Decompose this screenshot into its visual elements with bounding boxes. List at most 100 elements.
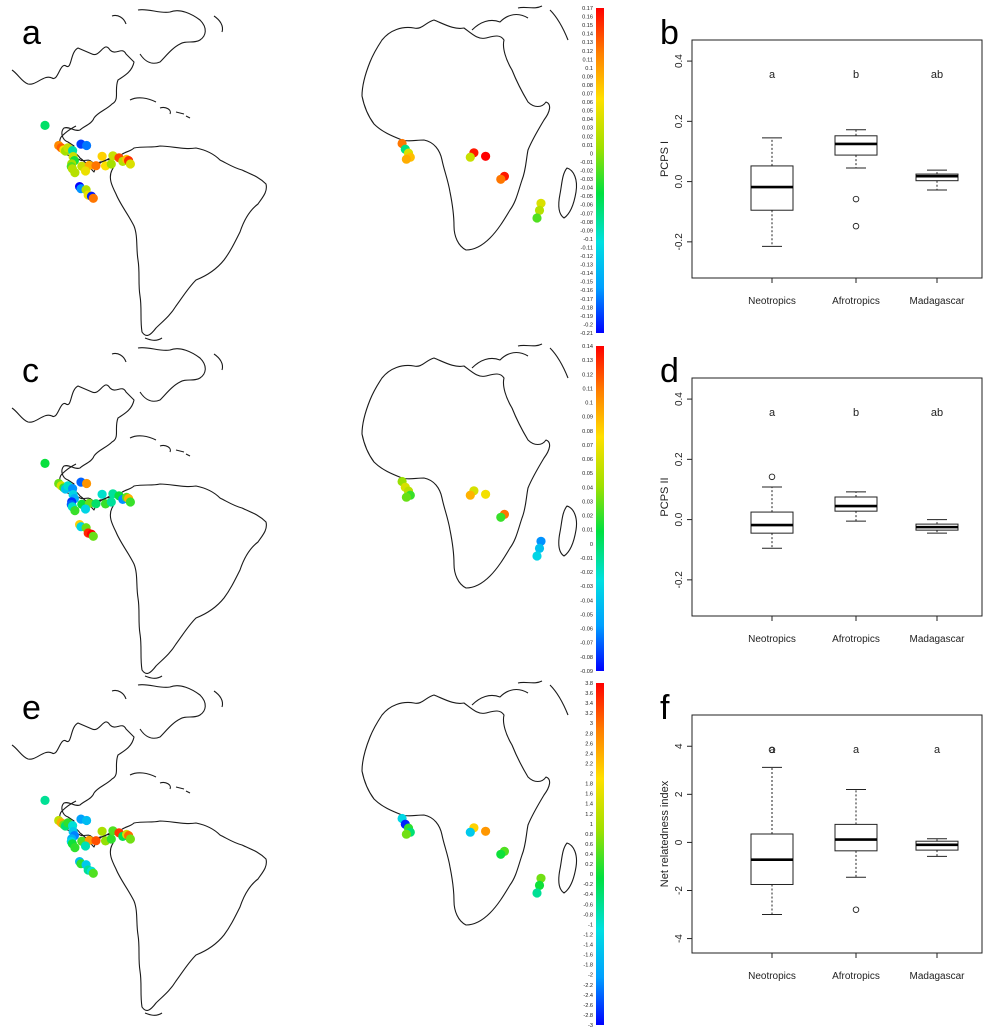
colorbar-tick-label: 0.06 [582,100,593,106]
outlier-point [852,222,860,230]
iqr-box [834,135,878,156]
site-points [40,458,546,561]
iqr-box [750,511,794,534]
plot-frame [691,714,983,954]
colorbar-tick-label: -3 [588,1023,593,1029]
box-madagascar [915,519,959,534]
colorbar-tick-label: 0.16 [582,15,593,21]
boxplot-panel-d: d -0.2 0.0 0.2 0.4 PCPS II Neotropics a Afrotrop… [659,352,983,645]
colorbar-tick-label: 0.07 [582,92,593,98]
group-letter: a [769,407,776,419]
colorbar-tick-label: 0.09 [582,415,593,421]
colorbar-tick-label: -2.6 [583,1003,593,1009]
boxplot-panel-b: b -0.2 0.0 0.2 0.4 PCPS I Neotropics a Afrotropi… [659,14,983,307]
colorbar-tick-label: -0.6 [583,902,593,908]
colorbar-tick-label: -0.2 [583,882,593,888]
colorbar-tick-label: 1 [590,822,593,828]
colorbar-tick-label: 0.14 [582,344,593,350]
site-point [91,836,101,846]
colorbar-tick-label: 0.11 [583,57,593,63]
y-axis-label: PCPS I [659,141,671,177]
colorbar-tick-label: -0.01 [580,160,593,166]
colorbar-tick-label: 0.2 [585,862,593,868]
colorbar-gradient [596,683,604,1025]
colorbar-tick-label: 0.03 [582,499,593,505]
colorbar-tick-label: 3.6 [585,691,593,697]
group-letter: a [769,744,776,756]
colorbar: -3 -2.8 -2.6 -2.4 -2.2 -2 -1.8 -1.6 -1.4 -1.2 -1 -0… [583,681,604,1029]
site-point [70,168,80,178]
colorbar-tick-label: 2 [590,772,593,778]
site-point [106,159,116,169]
colorbar-tick-label: 3.4 [585,701,593,707]
site-points [40,120,546,223]
site-point [496,174,506,184]
outlier-point [768,473,776,481]
colorbar-tick-label: -0.19 [580,314,593,320]
colorbar-tick-label: 1.6 [585,792,593,798]
colorbar-tick-label: -0.09 [580,228,593,234]
colorbar-tick-label: 0.14 [582,32,593,38]
site-point [125,834,135,844]
group-letter: b [853,407,859,419]
map-panel-c: c-0.09-0.08-0.07-0.06-0.05-0.04-0.03-0.0… [11,343,604,679]
colorbar: -0.09 -0.08 -0.07 -0.06 -0.05 -0.04 -0.03 -0.02… [580,344,604,675]
y-tick-label: 0.0 [674,512,685,526]
colorbar-tick-label: 0 [590,542,593,548]
panel-letter: d [660,352,679,390]
outlier-point [768,746,776,754]
site-point [80,504,91,514]
colorbar-tick-label: -0.1 [583,237,593,243]
colorbar-tick-label: 2.2 [585,762,593,768]
plot-frame [691,39,983,279]
colorbar-tick-label: 0.13 [582,40,593,46]
y-tick-label: 2 [674,791,685,797]
group-letter: a [853,744,860,756]
colorbar-tick-label: 0.08 [582,83,593,89]
colorbar-tick-label: -0.15 [580,280,593,286]
x-tick-label: Afrotropics [832,634,880,645]
colorbar-tick-label: -0.17 [580,297,593,303]
x-tick-label: Neotropics [748,971,796,982]
y-tick-label: 0.4 [674,54,685,68]
y-tick-label: -4 [674,934,685,943]
colorbar-tick-label: 3.2 [585,711,593,717]
y-tick-label: -2 [674,886,685,895]
y-axis-label: Net relatedness index [659,780,671,887]
colorbar-tick-label: -0.18 [580,305,593,311]
x-tick-label: Neotropics [748,634,796,645]
colorbar-tick-label: -0.06 [580,203,593,209]
site-point [88,868,98,878]
colorbar-tick-label: -0.12 [580,254,593,260]
colorbar-tick-label: 0.17 [582,6,593,12]
colorbar-tick-label: 0.09 [582,74,593,80]
box-afrotropics [834,129,878,230]
colorbar-tick-label: -1.4 [583,943,593,949]
colorbar-tick-label: -0.03 [580,177,593,183]
site-point [80,841,91,851]
site-point [82,140,92,151]
colorbar-tick-label: 0.6 [585,842,593,848]
colorbar-tick-label: 1.4 [585,802,593,808]
site-point [97,826,107,836]
colorbar-tick-label: 0.8 [585,832,593,838]
site-point [97,151,107,161]
colorbar-tick-label: 0.15 [582,23,593,29]
site-point [88,193,98,203]
colorbar-tick-label: 0.05 [582,109,593,115]
box-neotropics [750,137,794,247]
y-tick-label: 0 [674,839,685,845]
site-point [532,551,542,561]
boxplot-panel-f: f -4 -2 0 2 4 Net relatedness index Neotropics a… [659,689,983,982]
colorbar-tick-label: -0.11 [581,246,593,252]
y-tick-label: 0.2 [674,452,685,466]
y-tick-label: 0.4 [674,392,685,406]
site-point [125,159,135,169]
colorbar-tick-label: 0.12 [582,49,593,55]
colorbar-tick-label: -2.8 [583,1013,593,1019]
colorbar-tick-label: 0 [590,872,593,878]
group-letter: a [769,69,776,81]
colorbar-tick-label: -1 [588,922,593,928]
panel-letter: f [660,689,670,727]
